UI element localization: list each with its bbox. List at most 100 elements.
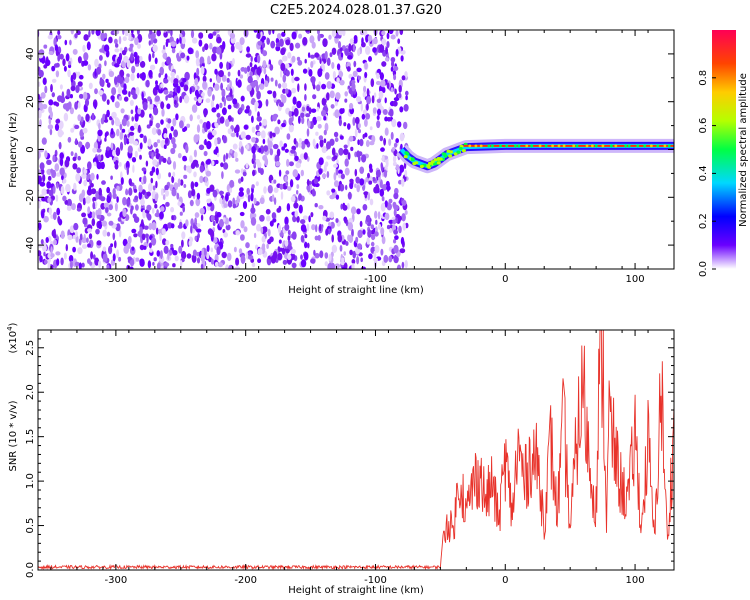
noise-speck (348, 43, 352, 53)
noise-speck (152, 185, 156, 191)
noise-speck (76, 30, 81, 36)
noise-speck (146, 124, 151, 129)
noise-speck (151, 127, 157, 135)
x-tick-label: 100 (626, 575, 645, 586)
noise-speck (117, 86, 123, 94)
noise-speck (399, 30, 404, 36)
noise-speck (46, 159, 52, 165)
noise-speck (395, 164, 400, 171)
noise-speck (114, 76, 118, 85)
signal-core-dot (650, 144, 653, 148)
noise-speck (199, 164, 204, 173)
colorbar-gradient (712, 30, 736, 269)
noise-speck (134, 195, 139, 201)
noise-speck (210, 99, 214, 109)
noise-speck (296, 215, 300, 223)
noise-speck (368, 180, 373, 185)
noise-speck (84, 98, 90, 107)
noise-speck (309, 35, 315, 44)
noise-speck (354, 116, 360, 125)
noise-speck (270, 77, 274, 82)
noise-speck (67, 136, 72, 143)
noise-speck (128, 131, 135, 136)
signal-core-dot (594, 144, 598, 148)
noise-speck (219, 190, 224, 195)
noise-speck (344, 158, 349, 167)
noise-speck (132, 140, 139, 146)
noise-speck (287, 235, 291, 242)
noise-speck (166, 56, 172, 65)
noise-speck (237, 79, 242, 88)
noise-speck (350, 206, 357, 215)
signal-blotch (456, 150, 461, 154)
noise-speck (48, 207, 52, 216)
noise-speck (384, 200, 388, 208)
noise-speck (208, 33, 214, 40)
noise-speck (108, 70, 115, 78)
noise-speck (344, 167, 350, 176)
noise-speck (161, 49, 166, 54)
noise-speck (77, 56, 82, 64)
noise-speck (374, 210, 378, 219)
noise-speck (67, 101, 72, 110)
noise-speck (213, 149, 218, 155)
noise-speck (271, 212, 277, 219)
noise-speck (99, 78, 105, 87)
noise-speck (126, 198, 131, 207)
noise-speck (189, 199, 194, 207)
noise-speck (194, 181, 199, 188)
noise-speck (386, 202, 392, 211)
noise-speck (40, 239, 44, 245)
noise-speck (301, 106, 306, 112)
noise-speck (189, 87, 192, 95)
noise-speck (69, 94, 73, 99)
noise-speck (88, 233, 93, 240)
noise-speck (35, 182, 38, 188)
noise-speck (397, 92, 402, 99)
noise-speck (111, 111, 117, 119)
noise-speck (111, 95, 115, 103)
noise-speck (54, 163, 60, 172)
noise-speck (285, 39, 291, 46)
noise-speck (136, 72, 140, 79)
noise-speck (321, 146, 327, 154)
x-tick-label: -200 (234, 274, 257, 285)
noise-speck (289, 179, 294, 188)
noise-speck (356, 184, 361, 193)
noise-speck (227, 104, 232, 110)
noise-speck (171, 215, 174, 221)
noise-speck (137, 107, 142, 115)
signal-core-dot (614, 144, 618, 148)
noise-speck (264, 80, 269, 88)
noise-speck (354, 183, 357, 188)
noise-speck (267, 238, 272, 245)
noise-speck (186, 123, 191, 128)
noise-speck (211, 107, 217, 113)
noise-speck (331, 47, 337, 55)
noise-speck (33, 163, 37, 167)
noise-speck (141, 91, 144, 101)
noise-speck (136, 55, 140, 65)
signal-core-dot (551, 144, 554, 148)
noise-speck (252, 213, 257, 218)
noise-speck (304, 241, 308, 249)
noise-speck (211, 129, 217, 136)
noise-speck (182, 30, 186, 38)
noise-speck (146, 191, 151, 197)
noise-speck (167, 156, 171, 163)
noise-speck (50, 246, 53, 255)
noise-speck (345, 241, 349, 246)
noise-speck (371, 95, 375, 104)
noise-speck (68, 60, 71, 66)
noise-speck (154, 57, 158, 65)
noise-speck (390, 34, 396, 40)
noise-speck (106, 212, 112, 217)
noise-speck (83, 179, 88, 187)
noise-speck (56, 258, 60, 266)
noise-speck (47, 262, 51, 269)
noise-speck (364, 71, 368, 79)
noise-speck (299, 153, 305, 160)
noise-speck (173, 129, 179, 138)
noise-speck (341, 266, 347, 269)
noise-speck (401, 75, 406, 81)
